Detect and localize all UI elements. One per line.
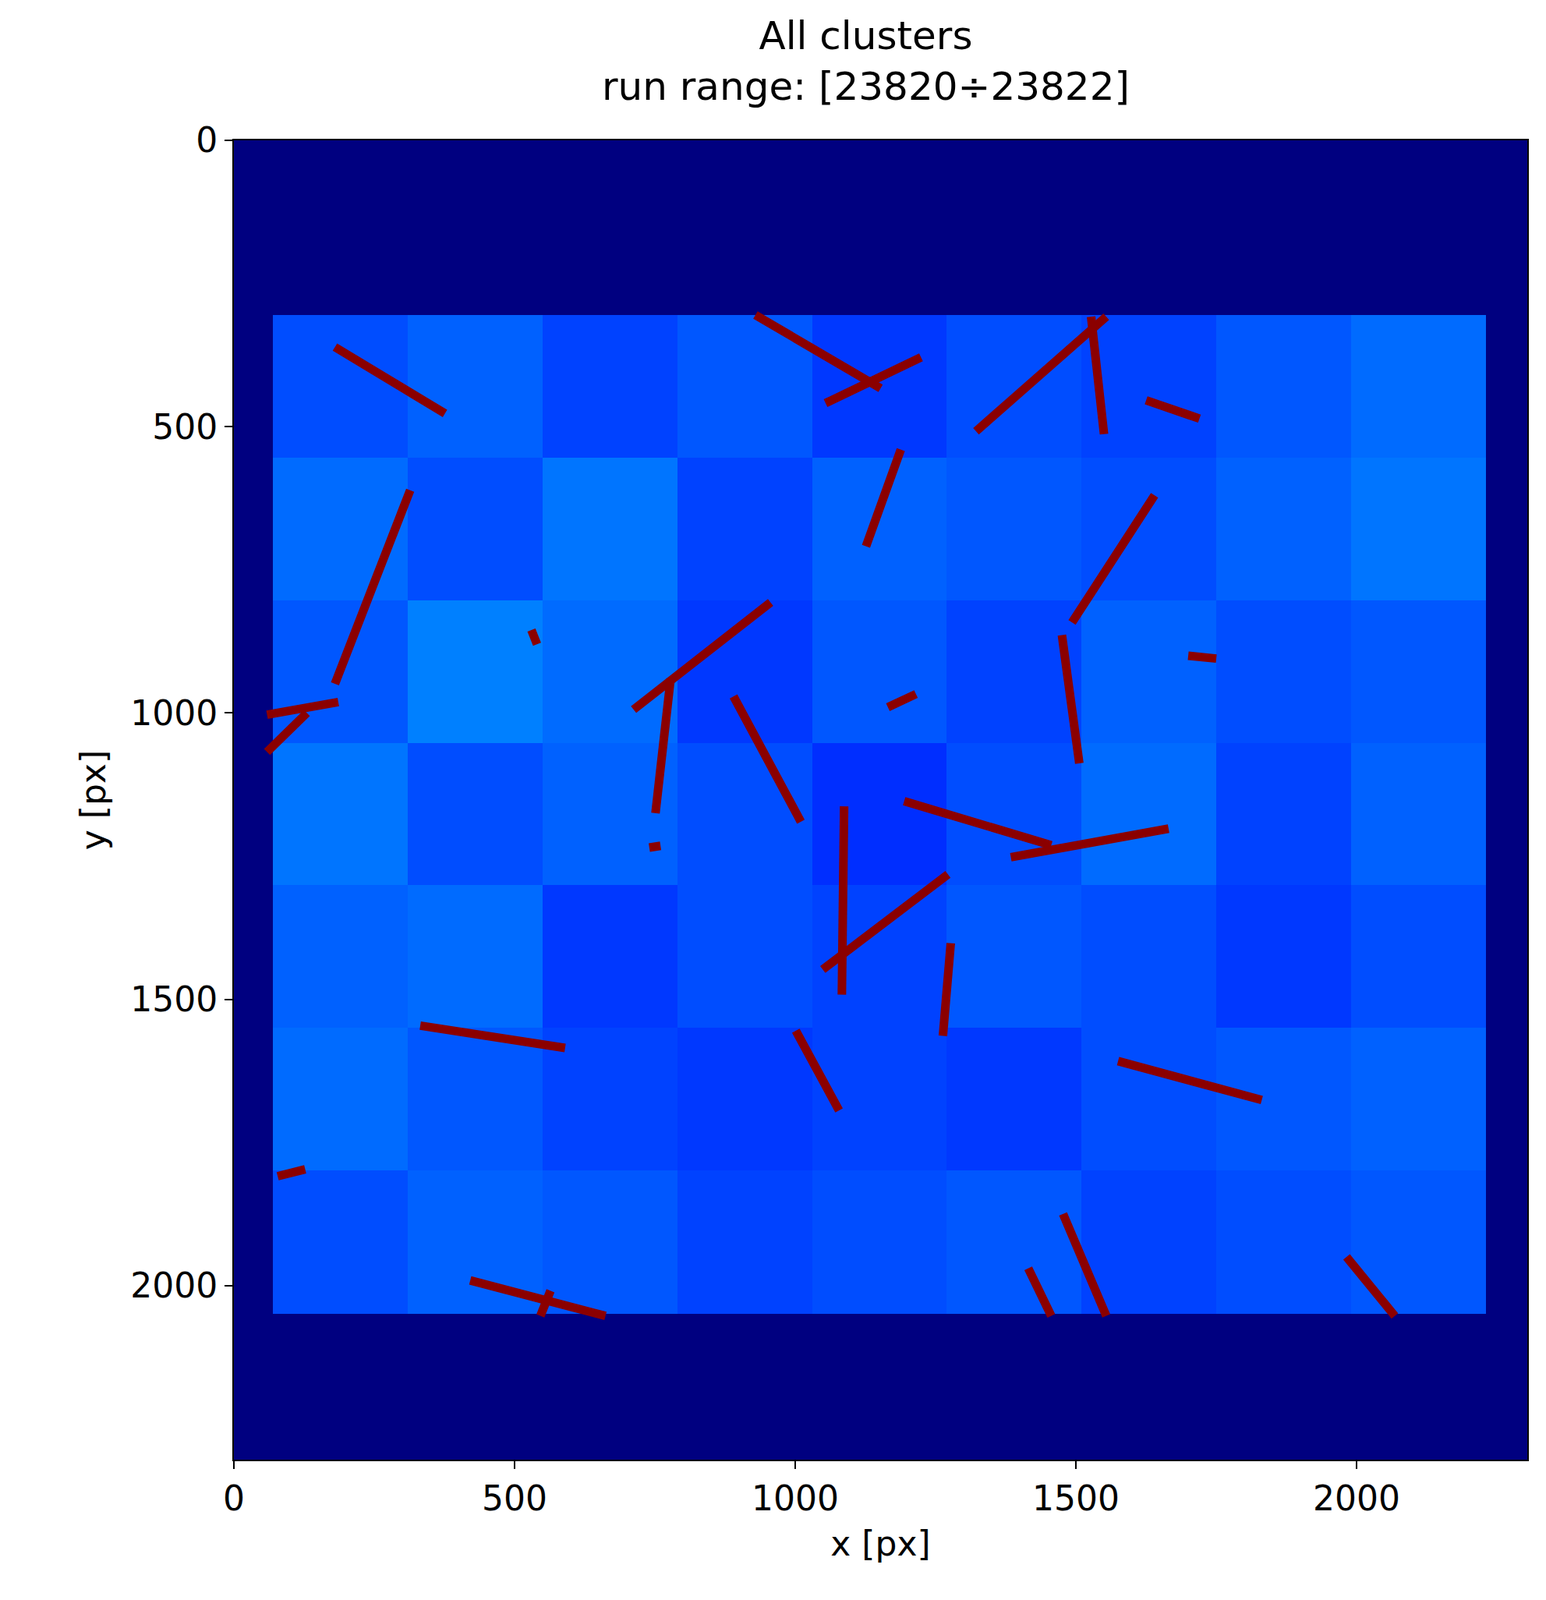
svg-text:x [px]: x [px]	[830, 1523, 931, 1564]
svg-text:1500: 1500	[1032, 1478, 1120, 1518]
svg-text:1000: 1000	[751, 1478, 839, 1518]
svg-text:2000: 2000	[130, 1265, 218, 1306]
svg-text:1000: 1000	[130, 693, 218, 733]
svg-text:y [px]: y [px]	[73, 750, 114, 850]
svg-text:500: 500	[152, 406, 218, 447]
svg-text:1500: 1500	[130, 979, 218, 1019]
svg-text:All clustersrun range: [23820÷: All clustersrun range: [23820÷23822]	[601, 13, 1130, 110]
svg-text:0: 0	[222, 1478, 245, 1518]
svg-text:0: 0	[195, 120, 218, 160]
svg-text:500: 500	[481, 1478, 548, 1518]
svg-text:2000: 2000	[1312, 1478, 1401, 1518]
